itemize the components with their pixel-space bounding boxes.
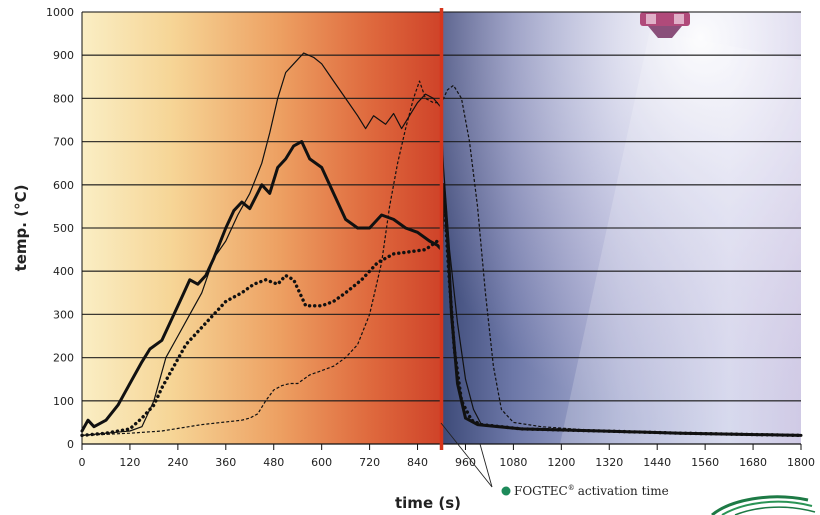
x-tick-label: 1440 <box>643 456 671 469</box>
y-tick-label: 300 <box>53 308 74 321</box>
series-line-thin-dashed <box>81 80 802 436</box>
y-axis-title: temp. (°C) <box>12 185 30 272</box>
x-axis-title: time (s) <box>395 494 461 512</box>
annotation-leader-line <box>440 422 493 488</box>
x-tick-label: 960 <box>455 456 476 469</box>
y-tick-label: 400 <box>53 265 74 278</box>
fogtec-logo-swoosh <box>711 495 816 515</box>
series-line-thick-dotted <box>80 183 803 438</box>
y-tick-label: 1000 <box>46 6 74 19</box>
series-line-thin-solid <box>81 52 802 436</box>
activation-annotation: FOGTEC® activation time <box>440 422 669 498</box>
axis-ticks: 0 100 200 300 400 500 600 700 800 900 1000 0 120 240 3… <box>46 6 815 469</box>
y-tick-label: 900 <box>53 49 74 62</box>
data-series <box>80 52 803 438</box>
x-tick-label: 480 <box>263 456 284 469</box>
y-tick-label: 800 <box>53 92 74 105</box>
x-tick-label: 1080 <box>499 456 527 469</box>
x-tick-label: 1200 <box>547 456 575 469</box>
x-tick-label: 1320 <box>595 456 623 469</box>
x-tick-label: 240 <box>167 456 188 469</box>
y-tick-label: 200 <box>53 352 74 365</box>
y-tick-label: 600 <box>53 179 74 192</box>
annotation-text: activation time <box>578 484 669 498</box>
annotation-registered: ® <box>568 484 575 492</box>
y-tick-label: 500 <box>53 222 74 235</box>
x-tick-label: 0 <box>79 456 86 469</box>
x-tick-label: 120 <box>119 456 140 469</box>
x-tick-label: 840 <box>407 456 428 469</box>
x-tick-label: 1680 <box>739 456 767 469</box>
annotation-brand: FOGTEC <box>514 484 568 498</box>
x-tick-label: 1560 <box>691 456 719 469</box>
x-tick-label: 360 <box>215 456 236 469</box>
annotation-label: FOGTEC® activation time <box>514 484 669 498</box>
fog-spray-cone <box>560 30 801 444</box>
x-tick-label: 720 <box>359 456 380 469</box>
x-tick-label: 1800 <box>787 456 815 469</box>
annotation-leader-line-2 <box>479 443 493 488</box>
nozzle-icon <box>640 12 690 38</box>
fogtec-marker-icon <box>501 486 511 496</box>
y-tick-label: 0 <box>67 438 74 451</box>
x-tick-label: 600 <box>311 456 332 469</box>
y-tick-label: 100 <box>53 395 74 408</box>
y-tick-label: 700 <box>53 136 74 149</box>
